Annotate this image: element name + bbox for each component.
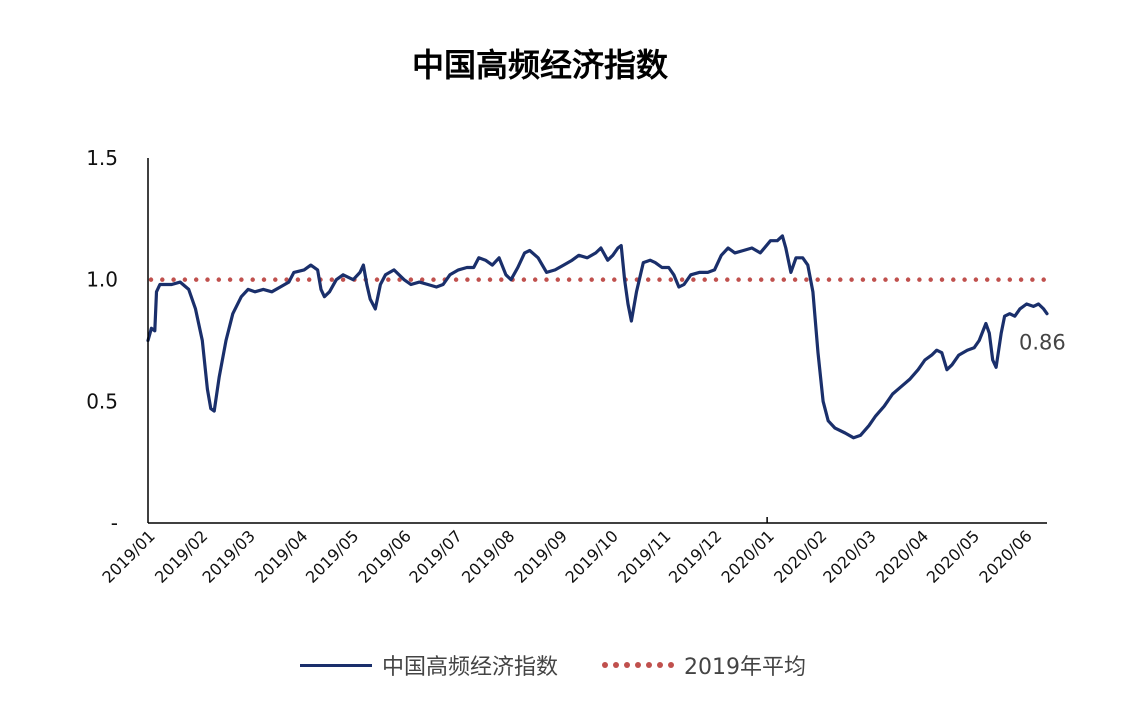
legend-item-average: 2019年平均 (602, 649, 806, 681)
x-tick-label: 2020/04 (872, 526, 932, 586)
x-tick-label: 2019/01 (98, 526, 158, 586)
end-value-label: 0.86 (1019, 331, 1066, 355)
x-tick-label: 2019/06 (355, 526, 415, 586)
legend-label-average: 2019年平均 (684, 655, 807, 680)
line-chart: 1.5 1.0 0.5 - 2019/012019/022019/032019/042… (86, 146, 1066, 587)
y-tick-label: - (111, 511, 118, 535)
x-tick-label: 2019/08 (458, 526, 518, 586)
x-tick-label: 2020/05 (923, 526, 983, 586)
x-tick-label: 2020/03 (819, 526, 879, 586)
x-tick-label: 2019/03 (198, 526, 258, 586)
legend: 中国高频经济指数 2019年平均 (300, 648, 850, 682)
legend-dots-swatch (602, 662, 675, 668)
x-tick-label: 2019/10 (561, 526, 621, 586)
x-tick-label: 2019/05 (302, 526, 362, 586)
legend-dot (624, 662, 631, 668)
x-tick-label: 2019/09 (511, 526, 571, 586)
x-tick-label: 2019/12 (665, 526, 725, 586)
y-tick-label: 1.5 (86, 146, 118, 170)
legend-dot (657, 662, 664, 668)
x-tick-label: 2020/06 (975, 526, 1035, 586)
x-tick-label: 2019/11 (614, 526, 674, 586)
x-tick-label: 2019/07 (405, 526, 465, 586)
y-tick-label: 1.0 (86, 268, 118, 292)
legend-dot (668, 662, 675, 668)
legend-dot (602, 662, 609, 668)
x-axis-ticks: 2019/012019/022019/032019/042019/052019/… (98, 526, 1035, 586)
series-line-high-frequency-index (146, 234, 1049, 440)
y-tick-label: 0.5 (86, 389, 118, 413)
legend-dot (646, 662, 653, 668)
legend-dot (613, 662, 620, 668)
legend-dot (635, 662, 642, 668)
x-tick-label: 2020/01 (718, 526, 778, 586)
y-axis-ticks: 1.5 1.0 0.5 - (86, 146, 118, 535)
x-tick-label: 2019/04 (251, 526, 311, 586)
chart-title: 中国高频经济指数 (411, 46, 668, 84)
x-tick-label: 2020/02 (770, 526, 830, 586)
legend-line-swatch (300, 663, 372, 667)
legend-label-index: 中国高频经济指数 (382, 655, 559, 680)
legend-item-index: 中国高频经济指数 (300, 649, 558, 681)
